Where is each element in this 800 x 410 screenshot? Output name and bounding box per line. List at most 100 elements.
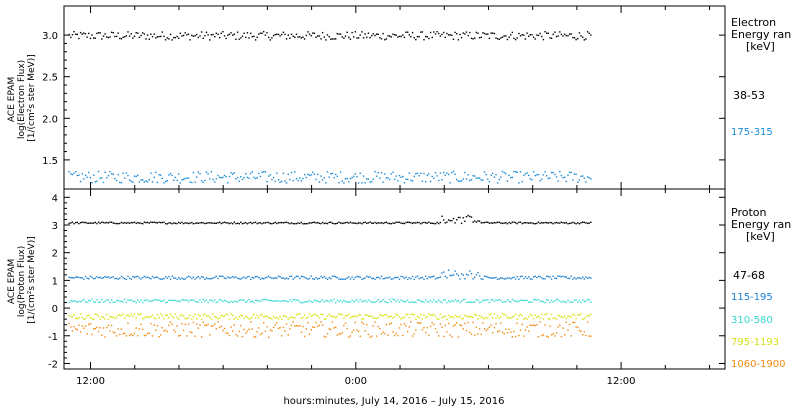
proton-point-3: [375, 317, 378, 320]
proton-point-1: [285, 277, 288, 279]
electron-point-1: [371, 180, 373, 183]
proton-point-1: [81, 277, 83, 279]
proton-point-4: [395, 332, 397, 335]
electron-point-1: [228, 175, 231, 178]
proton-point-3: [449, 316, 451, 318]
proton-point-1: [560, 276, 563, 278]
electron-point-0: [312, 32, 314, 34]
proton-point-0: [91, 222, 93, 224]
proton-point-3: [156, 314, 159, 316]
proton-point-1: [331, 275, 334, 277]
proton-point-1: [333, 275, 335, 277]
electron-point-0: [590, 34, 592, 36]
proton-point-1: [269, 276, 271, 279]
electron-point-1: [429, 180, 432, 183]
electron-point-1: [459, 180, 461, 182]
proton-point-1: [416, 275, 419, 277]
proton-point-4: [212, 325, 214, 327]
electron-point-0: [276, 33, 278, 35]
proton-point-3: [285, 316, 288, 318]
proton-point-4: [192, 321, 195, 324]
proton-point-3: [513, 315, 515, 317]
proton-point-0: [194, 222, 196, 225]
electron-point-0: [89, 37, 92, 40]
electron-point-1: [269, 174, 271, 176]
electron-point-0: [357, 37, 360, 39]
proton-point-4: [420, 322, 422, 324]
proton-point-2: [84, 301, 87, 303]
proton-point-2: [253, 301, 255, 304]
proton-point-0: [310, 222, 312, 224]
proton-point-4: [498, 330, 500, 332]
proton-point-0: [452, 217, 455, 220]
proton-point-3: [387, 316, 389, 318]
proton-point-0: [328, 221, 330, 224]
proton-point-3: [171, 315, 173, 317]
proton-point-3: [317, 315, 319, 317]
electron-point-0: [338, 33, 340, 35]
proton-y-tick-label: 0: [52, 304, 58, 315]
proton-point-2: [164, 301, 167, 304]
proton-point-2: [102, 301, 105, 303]
electron-point-1: [510, 176, 512, 179]
electron-point-1: [115, 179, 118, 182]
proton-point-4: [191, 331, 193, 334]
electron-point-1: [474, 175, 476, 177]
proton-point-0: [570, 222, 572, 224]
proton-point-2: [521, 299, 523, 302]
proton-point-0: [480, 222, 482, 224]
proton-point-4: [557, 326, 559, 328]
proton-point-3: [493, 313, 496, 315]
proton-point-0: [425, 222, 427, 224]
proton-point-4: [86, 333, 88, 335]
proton-point-2: [331, 300, 334, 303]
proton-point-1: [348, 276, 350, 278]
electron-y-tick-label: 3.0: [42, 31, 58, 42]
proton-point-1: [163, 277, 165, 280]
electron-point-0: [104, 33, 106, 35]
proton-point-4: [223, 327, 226, 330]
proton-point-4: [588, 335, 590, 337]
electron-point-0: [410, 35, 412, 38]
proton-point-3: [464, 314, 466, 316]
proton-point-4: [564, 334, 566, 336]
electron-point-1: [212, 178, 214, 181]
proton-point-4: [99, 327, 101, 329]
proton-point-4: [161, 327, 163, 329]
proton-point-3: [330, 315, 332, 317]
electron-point-0: [467, 34, 469, 37]
proton-point-3: [483, 318, 486, 320]
proton-point-3: [541, 313, 543, 316]
proton-point-2: [110, 299, 113, 301]
proton-point-4: [93, 328, 95, 330]
proton-point-0: [112, 222, 114, 224]
electron-point-1: [470, 179, 473, 181]
proton-point-0: [500, 222, 502, 224]
proton-point-2: [560, 301, 563, 303]
proton-point-0: [73, 223, 75, 225]
proton-point-1: [241, 277, 244, 279]
proton-point-2: [416, 299, 419, 301]
electron-point-1: [308, 174, 311, 176]
proton-point-2: [222, 300, 224, 303]
electron-point-1: [68, 171, 70, 173]
electron-point-0: [294, 36, 296, 38]
electron-point-1: [557, 180, 559, 182]
proton-point-2: [326, 300, 329, 302]
proton-point-3: [474, 313, 476, 316]
electron-point-1: [333, 177, 335, 179]
proton-point-0: [560, 221, 563, 223]
electron-point-0: [163, 35, 165, 38]
proton-point-4: [559, 324, 561, 326]
proton-point-0: [142, 223, 144, 225]
proton-point-1: [205, 277, 208, 279]
electron-point-0: [377, 33, 379, 35]
proton-point-2: [250, 300, 252, 303]
proton-point-1: [295, 275, 298, 278]
proton-point-4: [403, 323, 406, 325]
proton-point-2: [578, 299, 581, 302]
electron-point-0: [321, 31, 324, 34]
proton-point-1: [119, 277, 121, 279]
proton-point-0: [528, 222, 530, 224]
proton-point-4: [480, 333, 482, 336]
